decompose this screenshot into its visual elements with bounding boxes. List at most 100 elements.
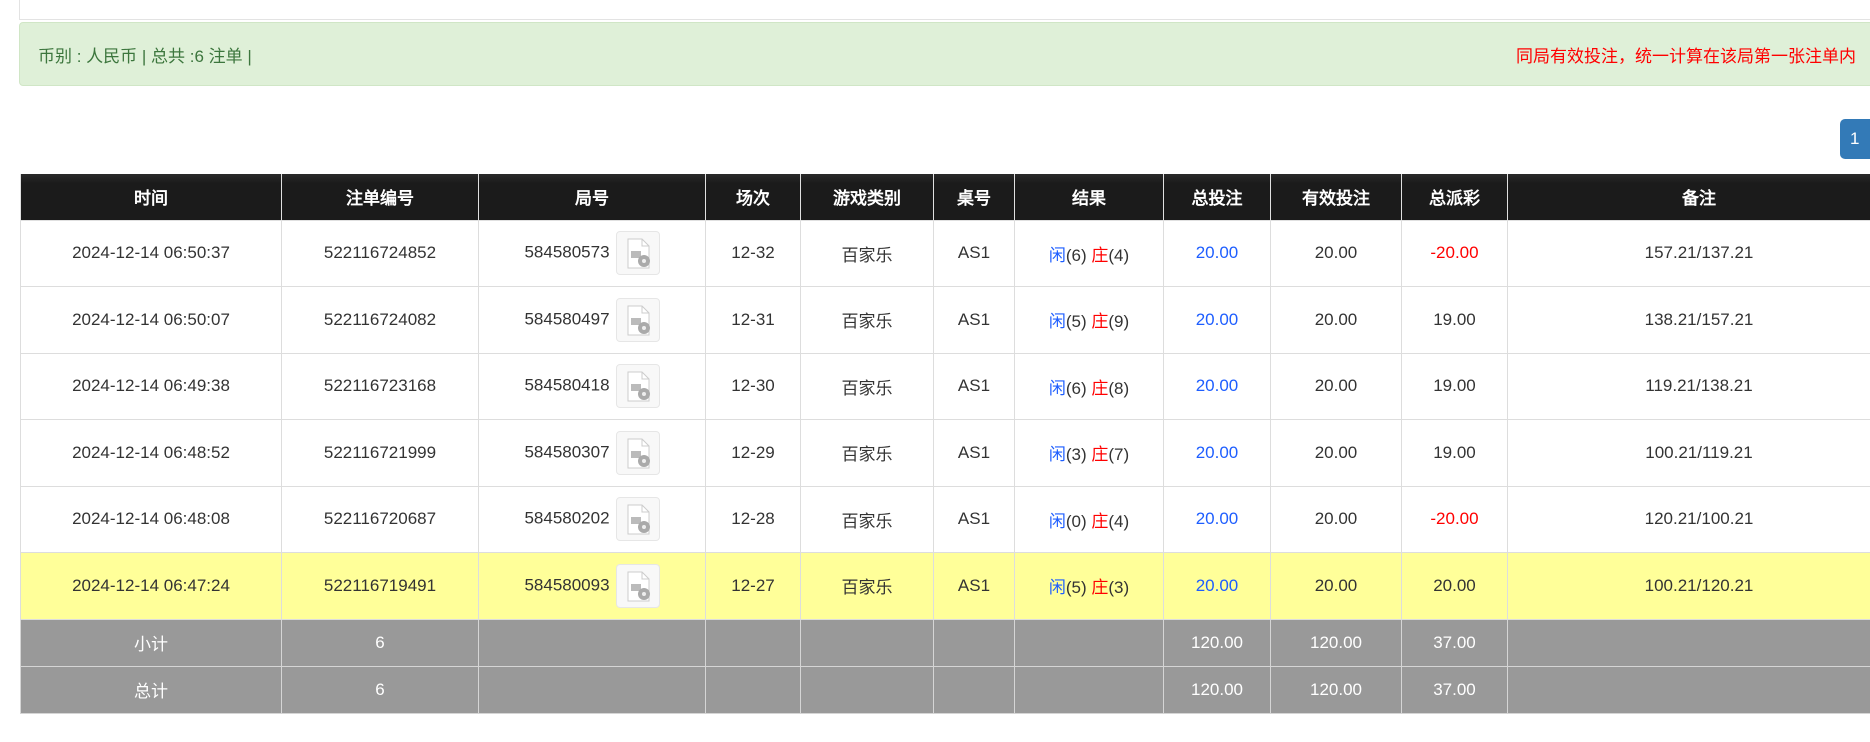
banker-score: (9) bbox=[1108, 312, 1130, 332]
payout-cell: 20.00 bbox=[1401, 552, 1508, 620]
valid-bet-cell: 20.00 bbox=[1270, 552, 1402, 620]
total-bet-cell: 20.00 bbox=[1163, 552, 1271, 620]
table-row: 2024-12-14 06:48:08 522116720687 5845802… bbox=[20, 485, 1870, 553]
video-file-icon[interactable] bbox=[615, 364, 660, 409]
player-score: (3) bbox=[1065, 445, 1087, 465]
video-file-icon[interactable] bbox=[615, 497, 660, 542]
table-cell: AS1 bbox=[933, 485, 1015, 553]
game-cell: 百家乐 bbox=[800, 419, 934, 487]
player-label: 闲 bbox=[1048, 578, 1066, 598]
round-number: 584580418 bbox=[524, 375, 610, 395]
subtotal-label: 小计 bbox=[20, 618, 282, 667]
column-header: 场次 bbox=[705, 174, 801, 221]
column-header: 桌号 bbox=[933, 174, 1015, 221]
subtotal-valid-bet: 120.00 bbox=[1270, 618, 1402, 667]
column-header: 总派彩 bbox=[1401, 174, 1508, 221]
subtotal-count: 6 bbox=[281, 618, 479, 667]
player-score: (0) bbox=[1065, 511, 1087, 531]
valid-bet-cell: 20.00 bbox=[1270, 485, 1402, 553]
video-file-icon[interactable] bbox=[615, 297, 660, 342]
top-panel bbox=[19, 0, 1870, 20]
result-cell: 闲(5) 庄(3) bbox=[1014, 552, 1164, 620]
player-label: 闲 bbox=[1048, 511, 1066, 531]
table-row: 2024-12-14 06:50:07 522116724082 5845804… bbox=[20, 286, 1870, 354]
table-row: 2024-12-14 06:48:52 522116721999 5845803… bbox=[20, 419, 1870, 487]
subtotal-payout: 37.00 bbox=[1401, 618, 1508, 667]
total-bet-cell: 20.00 bbox=[1163, 352, 1271, 420]
payout-cell: -20.00 bbox=[1401, 485, 1508, 553]
round-cell: 584580497 bbox=[478, 286, 706, 354]
subtotal-total-bet: 120.00 bbox=[1163, 618, 1271, 667]
total-row: 总计 6 120.00 120.00 37.00 bbox=[20, 665, 1870, 714]
round-cell: 584580093 bbox=[478, 552, 706, 620]
player-label: 闲 bbox=[1048, 312, 1066, 332]
player-label: 闲 bbox=[1048, 245, 1066, 265]
page-button-1[interactable]: 1 bbox=[1840, 119, 1870, 159]
total-bet-cell: 20.00 bbox=[1163, 485, 1271, 553]
round-number: 584580497 bbox=[524, 309, 610, 329]
time-cell: 2024-12-14 06:50:37 bbox=[20, 219, 282, 287]
session-cell: 12-27 bbox=[705, 552, 801, 620]
info-alert: 币别 : 人民币 | 总共 :6 注单 | 同局有效投注，统一计算在该局第一张注… bbox=[19, 22, 1870, 86]
table-cell: AS1 bbox=[933, 419, 1015, 487]
column-header: 注单编号 bbox=[281, 174, 479, 221]
video-file-icon[interactable] bbox=[615, 563, 660, 608]
banker-score: (7) bbox=[1108, 445, 1130, 465]
total-payout: 37.00 bbox=[1401, 665, 1508, 714]
round-cell: 584580307 bbox=[478, 419, 706, 487]
banker-score: (4) bbox=[1108, 511, 1130, 531]
time-cell: 2024-12-14 06:50:07 bbox=[20, 286, 282, 354]
bet-id-cell: 522116724082 bbox=[281, 286, 479, 354]
round-number: 584580202 bbox=[524, 508, 610, 528]
note-cell: 100.21/119.21 bbox=[1507, 419, 1870, 487]
bet-id-cell: 522116721999 bbox=[281, 419, 479, 487]
payout-cell: 19.00 bbox=[1401, 419, 1508, 487]
result-cell: 闲(6) 庄(4) bbox=[1014, 219, 1164, 287]
result-cell: 闲(3) 庄(7) bbox=[1014, 419, 1164, 487]
valid-bet-cell: 20.00 bbox=[1270, 219, 1402, 287]
column-header: 备注 bbox=[1507, 174, 1870, 221]
banker-score: (3) bbox=[1108, 578, 1130, 598]
round-number: 584580307 bbox=[524, 442, 610, 462]
player-score: (6) bbox=[1065, 378, 1087, 398]
table-header: 时间 注单编号 局号 场次 游戏类别 桌号 结果 总投注 有效投注 总派彩 备注 bbox=[20, 174, 1870, 221]
round-number: 584580093 bbox=[524, 575, 610, 595]
result-cell: 闲(6) 庄(8) bbox=[1014, 352, 1164, 420]
payout-cell: 19.00 bbox=[1401, 286, 1508, 354]
valid-bet-cell: 20.00 bbox=[1270, 419, 1402, 487]
banker-score: (4) bbox=[1108, 245, 1130, 265]
summary-text: 币别 : 人民币 | 总共 :6 注单 | bbox=[38, 46, 252, 66]
table-row: 2024-12-14 06:50:37 522116724852 5845805… bbox=[20, 219, 1870, 287]
bet-id-cell: 522116723168 bbox=[281, 352, 479, 420]
valid-bet-cell: 20.00 bbox=[1270, 286, 1402, 354]
total-label: 总计 bbox=[20, 665, 282, 714]
banker-label: 庄 bbox=[1091, 245, 1109, 265]
total-bet-cell: 20.00 bbox=[1163, 419, 1271, 487]
table-cell: AS1 bbox=[933, 219, 1015, 287]
session-cell: 12-30 bbox=[705, 352, 801, 420]
time-cell: 2024-12-14 06:48:52 bbox=[20, 419, 282, 487]
time-cell: 2024-12-14 06:47:24 bbox=[20, 552, 282, 620]
note-cell: 157.21/137.21 bbox=[1507, 219, 1870, 287]
note-cell: 119.21/138.21 bbox=[1507, 352, 1870, 420]
note-cell: 100.21/120.21 bbox=[1507, 552, 1870, 620]
payout-cell: -20.00 bbox=[1401, 219, 1508, 287]
video-file-icon[interactable] bbox=[615, 231, 660, 276]
banker-label: 庄 bbox=[1091, 312, 1109, 332]
notice-text: 同局有效投注，统一计算在该局第一张注单内 bbox=[1516, 46, 1856, 66]
note-cell: 120.21/100.21 bbox=[1507, 485, 1870, 553]
video-file-icon[interactable] bbox=[615, 430, 660, 475]
column-header: 有效投注 bbox=[1270, 174, 1402, 221]
round-cell: 584580418 bbox=[478, 352, 706, 420]
payout-cell: 19.00 bbox=[1401, 352, 1508, 420]
column-header: 时间 bbox=[20, 174, 282, 221]
total-count: 6 bbox=[281, 665, 479, 714]
column-header: 局号 bbox=[478, 174, 706, 221]
banker-label: 庄 bbox=[1091, 511, 1109, 531]
game-cell: 百家乐 bbox=[800, 286, 934, 354]
column-header: 总投注 bbox=[1163, 174, 1271, 221]
session-cell: 12-29 bbox=[705, 419, 801, 487]
banker-label: 庄 bbox=[1091, 578, 1109, 598]
round-number: 584580573 bbox=[524, 242, 610, 262]
total-bet-cell: 20.00 bbox=[1163, 286, 1271, 354]
